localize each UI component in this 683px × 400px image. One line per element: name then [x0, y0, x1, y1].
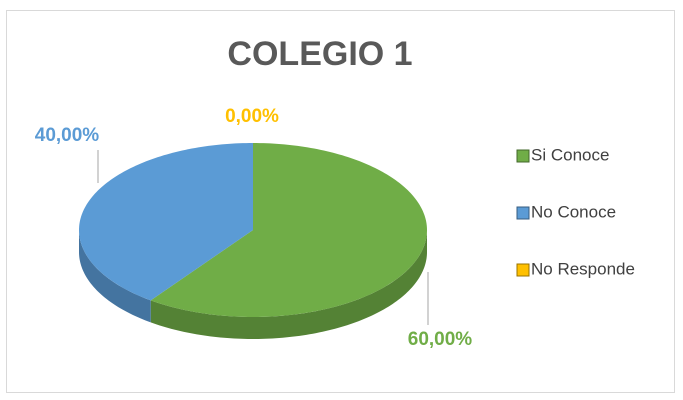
- legend-swatch: [516, 206, 530, 220]
- data-label: 60,00%: [408, 329, 473, 350]
- slice: [150, 143, 428, 317]
- slice-side: [79, 230, 151, 323]
- legend-label: No Conoce: [531, 202, 616, 221]
- legend-label: No Responde: [531, 259, 635, 278]
- data-label: 40,00%: [35, 125, 100, 146]
- slice-side: [150, 230, 428, 339]
- slice: [79, 143, 253, 301]
- legend-label: Si Conoce: [531, 145, 609, 164]
- legend-swatch: [516, 149, 530, 163]
- legend-swatch: [516, 263, 530, 277]
- data-label: 0,00%: [225, 106, 279, 127]
- chart-title: COLEGIO 1: [227, 35, 412, 73]
